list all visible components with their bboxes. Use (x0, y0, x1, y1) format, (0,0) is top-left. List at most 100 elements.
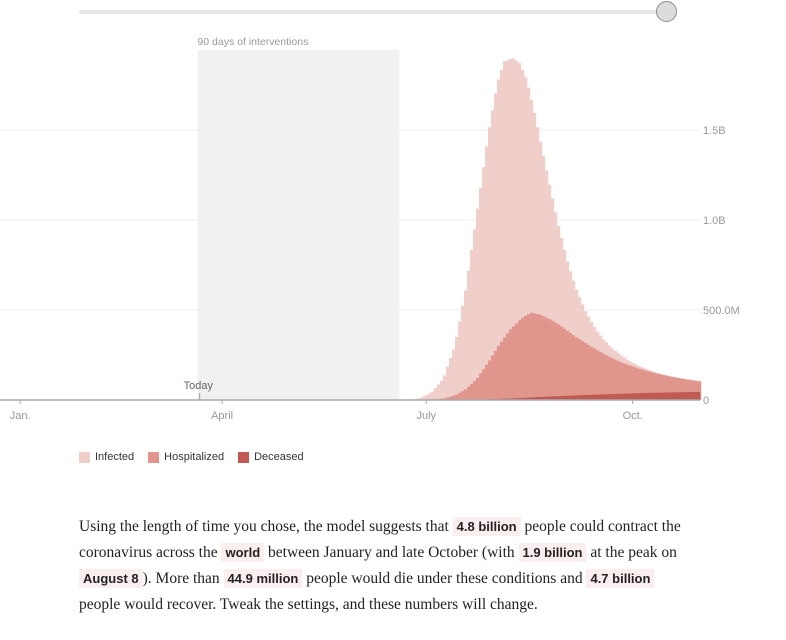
summary-text-5: ). More than (142, 570, 220, 587)
legend-swatch-infected (79, 451, 90, 463)
y-tick-label: 1.0B (703, 215, 726, 227)
deceased-bar (697, 391, 701, 400)
hospitalized-bar (620, 362, 624, 400)
summary-text-6: people would die under these conditions … (306, 570, 583, 587)
hospitalized-bar (494, 350, 498, 400)
hospitalized-bar (587, 344, 591, 400)
summary-text-3: between January and late October (with (268, 544, 515, 561)
infected-bar (431, 391, 435, 400)
legend-label-hospitalized: Hospitalized (164, 451, 225, 463)
hospitalized-bar (515, 323, 519, 400)
hospitalized-bar (482, 369, 486, 400)
x-tick-label: Oct. (623, 410, 643, 422)
hospitalized-bar (506, 333, 510, 400)
infected-bar (470, 249, 474, 400)
chart-legend: Infected Hospitalized Deceased (79, 451, 304, 463)
deceased-bar (553, 396, 557, 400)
hospitalized-bar (674, 377, 678, 400)
infected-bar (503, 61, 507, 400)
deceased-bar (628, 393, 632, 400)
x-axis-ticks: Jan. April July Oct. (10, 400, 643, 422)
x-tick-label: July (417, 410, 437, 422)
y-tick-label: 0 (703, 395, 709, 407)
deceased-bar (550, 396, 554, 400)
deceased-bar (613, 393, 617, 400)
deceased-bar (517, 398, 521, 400)
hospitalized-bar (599, 352, 603, 400)
legend-swatch-deceased (238, 451, 250, 463)
infected-bar (512, 58, 516, 400)
legend-item-infected: Infected (79, 451, 134, 463)
hospitalized-bar (596, 350, 600, 400)
hospitalized-bar (539, 314, 543, 400)
infected-bar (563, 250, 567, 400)
infected-bar (521, 69, 525, 401)
hospitalized-bar (656, 373, 660, 400)
hospitalized-bar (461, 391, 465, 400)
hospitalized-bar (686, 379, 690, 400)
hospitalized-bar (653, 373, 657, 400)
infected-bar (437, 384, 441, 400)
hospitalized-bar (635, 367, 639, 400)
hospitalized-bar (443, 398, 447, 400)
infected-bar (515, 60, 519, 400)
infected-bar (500, 69, 504, 401)
hospitalized-bar (665, 375, 669, 400)
deceased-bar (592, 394, 596, 400)
hospitalized-bar (497, 345, 501, 400)
hospitalized-bar (524, 316, 528, 400)
deceased-bar (577, 395, 581, 400)
infected-bar (461, 305, 465, 400)
hospitalized-bar (560, 326, 564, 400)
infected-bar (422, 396, 426, 400)
deceased-bar (595, 394, 599, 400)
deceased-bar (538, 397, 542, 400)
hospitalized-bar (680, 378, 684, 400)
hospitalized-bar (446, 397, 450, 400)
hospitalized-bar (644, 370, 648, 400)
deceased-bar (607, 394, 611, 400)
infected-bar (440, 380, 444, 400)
deceased-bar (655, 392, 659, 400)
hospitalized-bar (464, 389, 468, 400)
deceased-bar (637, 393, 641, 400)
hospitalized-bar (575, 337, 579, 400)
deceased-bar (673, 392, 677, 400)
deceased-bar (565, 395, 569, 400)
hospitalized-bar (647, 371, 651, 400)
summary-text-4: at the peak on (590, 544, 677, 561)
deceased-bar (667, 392, 671, 400)
hospitalized-bar (470, 383, 474, 400)
hospitalized-bar (581, 341, 585, 400)
intervention-label: 90 days of interventions (197, 36, 308, 48)
infected-bar (434, 388, 438, 400)
hospitalized-bar (590, 346, 594, 400)
hospitalized-bar (695, 381, 699, 400)
deceased-bar (664, 392, 668, 400)
deceased-bar (547, 396, 551, 400)
x-tick-label: Jan. (10, 410, 31, 422)
infected-bar (536, 127, 540, 401)
hospitalized-bar (485, 364, 489, 400)
y-tick-label: 500.0M (703, 305, 740, 317)
hospitalized-bar (545, 317, 549, 400)
infected-bar (443, 375, 447, 400)
deceased-bar (586, 394, 590, 400)
time-slider-track[interactable] (79, 10, 669, 14)
deceased-bar (541, 396, 545, 400)
infected-bar (485, 146, 489, 400)
deceased-bar (622, 393, 626, 400)
deaths-value: 44.9 million (223, 569, 303, 588)
deceased-bar (583, 395, 587, 400)
infected-bar (509, 59, 513, 401)
legend-label-deceased: Deceased (254, 451, 304, 463)
hospitalized-bar (503, 337, 507, 400)
deceased-bar (523, 397, 527, 400)
infected-bar (425, 394, 429, 400)
infected-bar (419, 397, 423, 400)
time-slider-thumb[interactable] (656, 1, 677, 22)
deceased-bar (520, 397, 524, 400)
hospitalized-bar (554, 322, 558, 400)
deceased-bar (634, 393, 638, 400)
hospitalized-bar (692, 380, 696, 400)
